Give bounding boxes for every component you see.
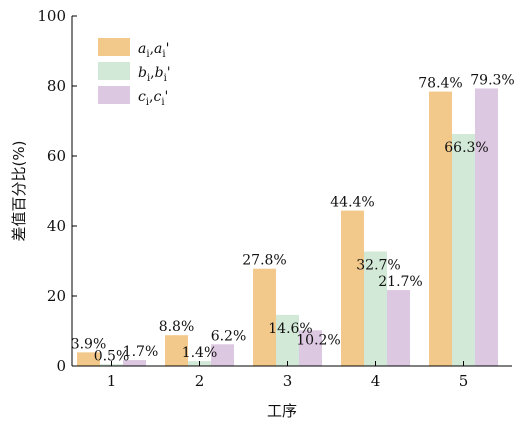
data-label-series-1-cat-2: 8.8%	[159, 319, 195, 335]
legend-label-3: ci,ci'	[138, 89, 168, 108]
bar-series-3-cat-5	[475, 88, 498, 366]
data-label-series-2-cat-1: 0.5%	[94, 348, 130, 364]
data-label-series-1-cat-5: 78.4%	[418, 76, 462, 92]
data-label-series-2-cat-4: 32.7%	[356, 258, 400, 274]
x-tick-label: 4	[371, 372, 381, 390]
legend: ai,ai' bi,bi' ci,ci'	[98, 38, 171, 108]
bar-series-1-cat-1	[77, 352, 100, 366]
data-label-series-1-cat-3: 27.8%	[242, 253, 286, 269]
data-label-series-1-cat-1: 3.9%	[71, 336, 107, 352]
bar-series-3-cat-4	[387, 290, 410, 366]
data-label-series-3-cat-3: 10.2%	[296, 332, 340, 348]
data-label-series-3-cat-1: 1.7%	[123, 344, 159, 360]
y-axis-title: 差值百分比(%)	[10, 141, 28, 242]
y-tick-label: 20	[47, 287, 66, 305]
data-label-series-3-cat-5: 79.3%	[470, 72, 514, 88]
y-tick-label: 0	[56, 357, 66, 375]
legend-label-2: bi,bi'	[138, 65, 171, 84]
data-label-series-2-cat-3: 14.6%	[268, 321, 312, 337]
bar-series-1-cat-2	[165, 335, 188, 366]
data-label-series-2-cat-2: 1.4%	[182, 345, 218, 361]
data-label-series-1-cat-4: 44.4%	[330, 195, 374, 211]
y-tick-label: 60	[47, 147, 66, 165]
x-axis-title: 工序	[267, 402, 297, 420]
x-tick-label: 3	[283, 372, 293, 390]
bar-series-2-cat-4	[364, 251, 387, 366]
y-tick-label: 40	[47, 217, 66, 235]
legend-swatch-2	[98, 62, 130, 80]
axes-layer: 0 20 40 60 80 100 1 2 3 4 5	[37, 7, 512, 390]
data-label-series-2-cat-5: 66.3%	[444, 140, 488, 156]
data-label-series-3-cat-4: 21.7%	[378, 274, 422, 290]
data-label-series-3-cat-2: 6.2%	[211, 328, 247, 344]
bar-series-3-cat-2	[211, 344, 234, 366]
bar-series-2-cat-3	[276, 314, 299, 366]
x-tick-label: 1	[107, 372, 117, 390]
legend-swatch-3	[98, 86, 130, 104]
bar-series-1-cat-4	[341, 210, 364, 366]
legend-label-1: ai,ai'	[138, 41, 169, 60]
bars-layer	[77, 88, 498, 366]
bar-series-1-cat-3	[253, 268, 276, 366]
x-tick-label: 5	[459, 372, 469, 390]
bar-series-3-cat-1	[123, 360, 146, 366]
bar-series-2-cat-5	[452, 133, 475, 366]
legend-swatch-1	[98, 38, 130, 56]
y-tick-label: 80	[47, 77, 66, 95]
bar-series-3-cat-3	[299, 330, 322, 366]
y-tick-label: 100	[37, 7, 66, 25]
data-labels-layer: 3.9% 8.8% 27.8% 44.4% 78.4% 0.5% 1.4% 14.6% 32.7…	[71, 72, 515, 364]
bar-series-1-cat-5	[429, 91, 452, 366]
x-tick-label: 2	[195, 372, 205, 390]
